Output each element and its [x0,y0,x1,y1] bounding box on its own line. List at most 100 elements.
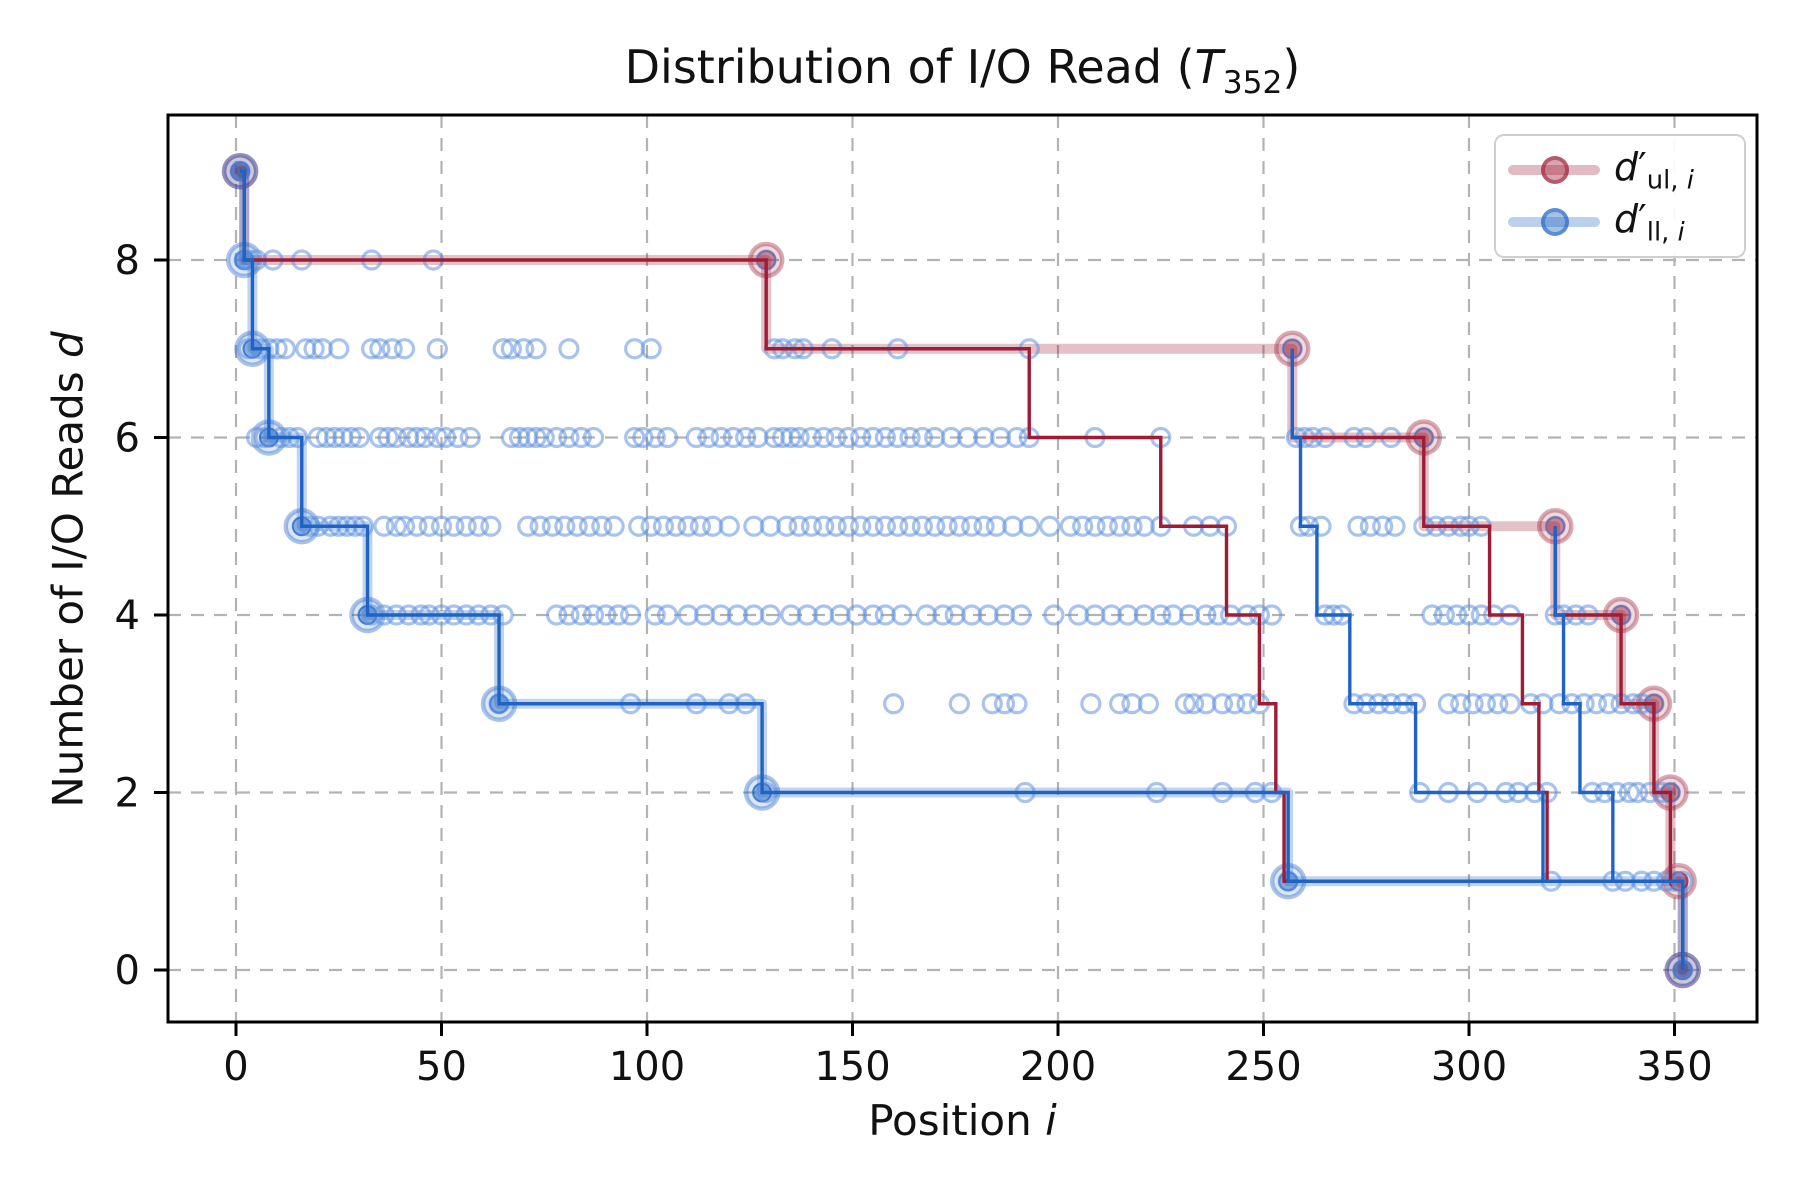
scatter-point [513,338,535,360]
x-tick-label: 200 [1020,1044,1096,1090]
scatter-point [800,515,823,537]
scatter-point [776,515,798,537]
scatter-point [948,693,970,715]
upper-envelope-band [235,166,1688,975]
x-tick-label: 50 [416,1044,467,1090]
scatter-point [328,338,350,360]
scatter-point [459,426,481,449]
scatter-point [525,426,547,449]
scatter-point [340,426,362,449]
legend-item-lower: d′ll, i [1508,196,1732,248]
scatter-point [525,338,547,360]
axes-spines [166,113,1759,1024]
scatter-point [595,604,617,626]
scatter-point [936,515,958,537]
scatter-point [698,426,720,449]
scatter-point [385,515,407,537]
scatter-point [603,515,625,537]
scatter-point [541,515,564,537]
scatter-point [1137,693,1160,715]
scatter-point [1499,693,1521,715]
scatter-point [640,515,662,537]
scatter-point [850,426,872,449]
x-tick-label: 150 [814,1044,890,1090]
scatter-point [874,515,896,537]
scatter-point [837,426,859,449]
scatter-point [1150,604,1172,626]
scatter-point [348,426,370,449]
scatter-point [862,515,884,537]
legend-label-lower: d′ll, i [1614,196,1685,248]
scatter-point [558,338,580,360]
scatter-point [1446,604,1468,626]
scatter-point [1433,604,1455,626]
scatter-point [435,426,457,449]
scatter-point [1195,604,1217,626]
scatter-point [1018,515,1040,537]
scatter-point [656,426,679,449]
scatter-point [656,604,679,626]
scatter-point [1458,604,1480,626]
scatter-point [500,338,522,360]
scatter-point [1080,693,1102,715]
scatter-point [545,604,568,626]
legend-label-upper: d′ul, i [1614,144,1694,196]
scatter-point [570,426,592,449]
scatter-point [961,515,983,537]
scatter-point [303,338,325,360]
scatter-point [619,604,642,626]
scatter-point [624,426,646,449]
scatter-point [665,515,687,537]
scatter-point [406,426,428,449]
scatter-point [369,338,391,360]
scatter-point [652,515,675,537]
scatter-point [1096,515,1118,537]
scatter-point [1384,515,1406,537]
scatter-point [467,515,490,537]
scatter-point [1072,515,1094,537]
scatter-point [447,426,469,449]
scatter-point [1618,781,1640,804]
scatter-point [607,604,629,626]
scatter-point [685,426,707,449]
scatter-point [430,515,453,537]
scatter-point [644,426,666,449]
x-axis-label: Position i [868,1096,1057,1145]
scatter-point [377,426,399,449]
scatter-point [825,515,847,537]
y-tick-label: 2 [115,771,140,817]
scatter-point [1174,693,1197,715]
x-tick-label: 300 [1431,1044,1507,1090]
scatter-point [570,604,592,626]
scatter-point [800,426,823,449]
scatter-point [591,515,613,537]
scatter-point [993,693,1016,715]
scatter-point [689,515,712,537]
scatter-point [1421,604,1443,626]
scatter-point [582,604,605,626]
scatter-point [1059,515,1081,537]
scatter-point [529,515,551,537]
x-tick-label: 350 [1636,1044,1712,1090]
scatter-point [1462,693,1484,715]
scatter-point [1598,693,1620,715]
scatter-point [492,338,514,360]
scatter-point [911,426,933,449]
scatter-point [274,338,296,360]
x-tick-label: 250 [1225,1044,1301,1090]
scatter-point [644,604,666,626]
scatter-point [373,515,395,537]
scatter-point [718,515,740,537]
legend-item-upper: d′ul, i [1508,144,1732,196]
scatter-point [1006,426,1028,449]
scatter-point [517,515,539,537]
scatter-point [426,338,448,360]
scatter-point [418,515,440,537]
scatter-point [882,693,905,715]
scatter-point [393,515,416,537]
scatter-point [874,426,896,449]
lower-segment-line [1290,348,1552,883]
scatter-point [722,426,744,449]
scatter-point [788,515,810,537]
